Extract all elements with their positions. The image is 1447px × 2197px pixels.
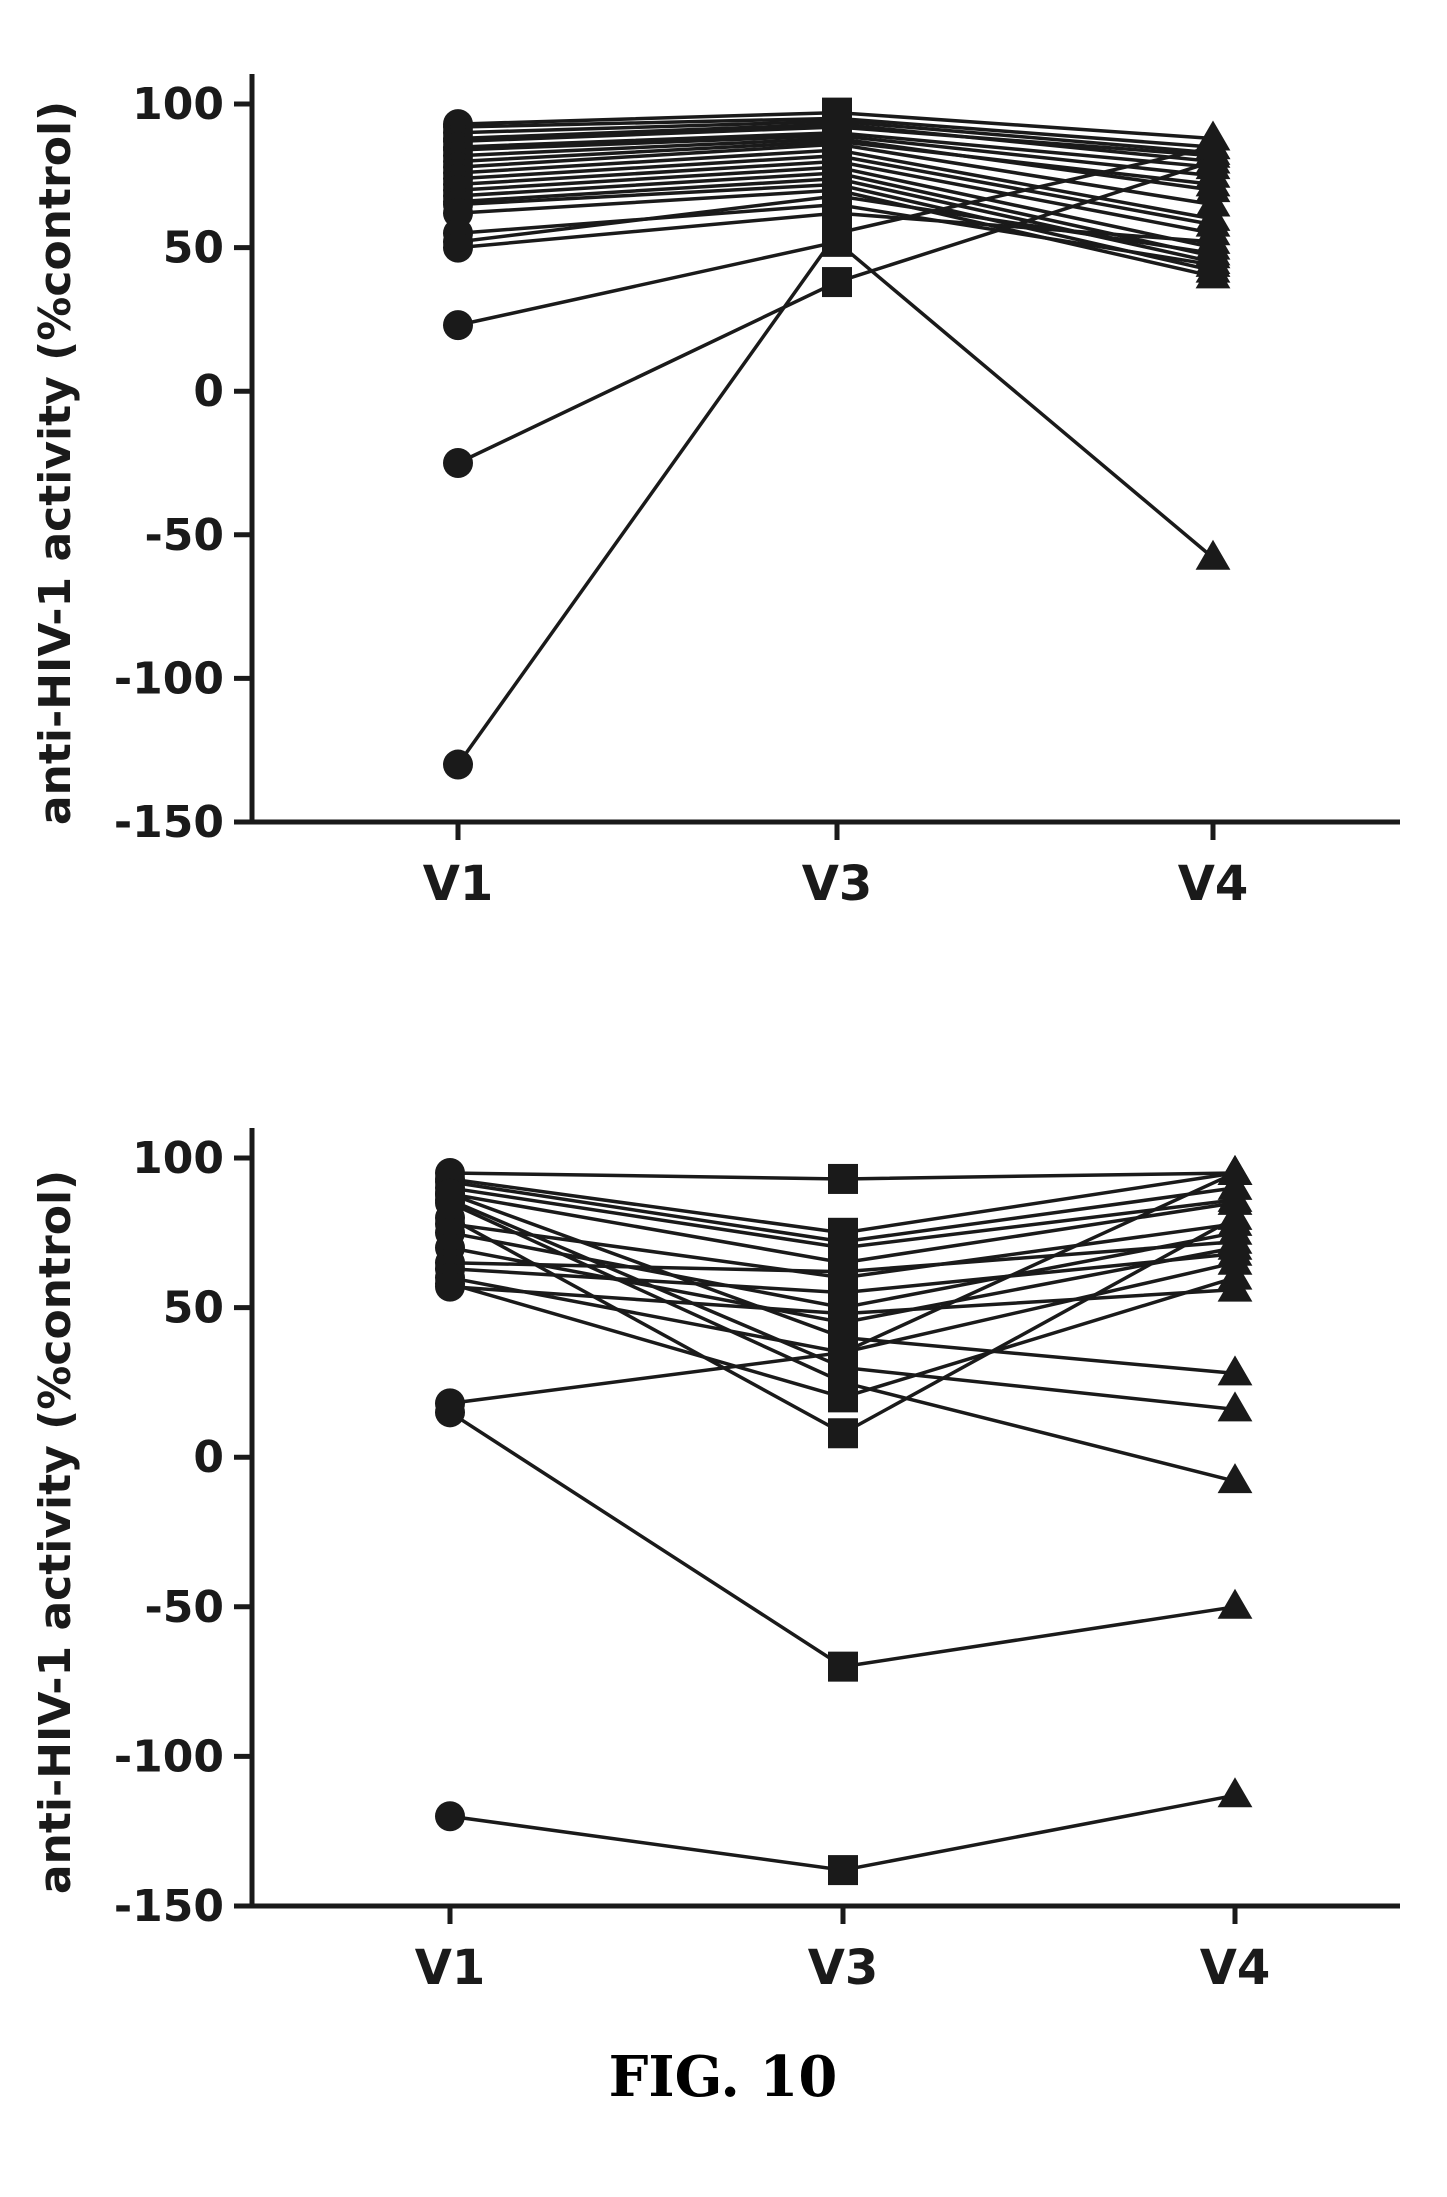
y-tick-label: 100 (132, 79, 224, 130)
data-point-v4 (1217, 1588, 1253, 1619)
y-axis-label: anti-HIV-1 activity (%control) (30, 101, 81, 825)
x-tick-label: V3 (802, 856, 873, 912)
y-tick-label: -50 (145, 1582, 225, 1633)
y-tick-label: 0 (193, 1432, 224, 1483)
data-point-v4 (1195, 223, 1231, 254)
y-tick-label: -100 (114, 1731, 224, 1782)
data-point-v3 (828, 1382, 858, 1413)
data-point-v4 (1195, 129, 1231, 160)
y-axis-label: anti-HIV-1 activity (%control) (30, 1170, 81, 1894)
data-point-v3 (828, 1855, 858, 1886)
data-point-v1 (443, 448, 473, 478)
data-point-v1 (443, 310, 473, 341)
data-point-v4 (1217, 1391, 1253, 1422)
x-tick-label: V4 (1178, 856, 1249, 912)
x-tick-label: V1 (415, 1940, 486, 1996)
data-point-v3 (828, 1418, 858, 1449)
x-tick-label: V1 (423, 856, 494, 912)
x-tick-label: V3 (808, 1940, 879, 1996)
y-tick-label: 0 (193, 366, 224, 417)
data-point-v4 (1217, 1271, 1253, 1302)
data-point-v3 (822, 218, 852, 249)
data-point-v4 (1217, 1777, 1253, 1808)
data-point-v3 (828, 1298, 858, 1329)
y-tick-label: -50 (145, 510, 225, 561)
data-point-v4 (1217, 1355, 1253, 1386)
y-tick-label: 100 (132, 1133, 224, 1184)
data-point-v4 (1195, 166, 1231, 197)
data-point-v1 (435, 1271, 465, 1302)
top-chart: 100 50 0 -50 -100 -150 V1 V3 V4 anti-HIV-1 activi… (30, 74, 1400, 912)
data-point-v3 (822, 267, 852, 298)
figure-caption: FIG. 10 (609, 2044, 838, 2110)
bottom-chart: 100 50 0 -50 -100 -150 V1 V3 V4 anti-HIV-1 activi… (30, 1128, 1400, 1996)
x-tick-label: V4 (1200, 1940, 1271, 1996)
data-point-v1 (443, 232, 473, 263)
data-point-v4 (1217, 1463, 1253, 1494)
data-point-v3 (828, 1337, 858, 1368)
data-point-v3 (828, 1651, 858, 1682)
y-tick-label: -150 (114, 1881, 224, 1932)
data-point-v4 (1217, 1154, 1253, 1185)
data-point-v1 (435, 1801, 465, 1832)
y-tick-label: 50 (163, 1283, 224, 1334)
y-tick-label: 50 (163, 223, 224, 274)
y-tick-label: -150 (114, 797, 224, 848)
data-point-v1 (435, 1397, 465, 1428)
data-point-v4 (1195, 539, 1231, 570)
data-point-v1 (443, 749, 473, 780)
y-tick-label: -100 (114, 653, 224, 704)
data-point-v3 (828, 1163, 858, 1194)
